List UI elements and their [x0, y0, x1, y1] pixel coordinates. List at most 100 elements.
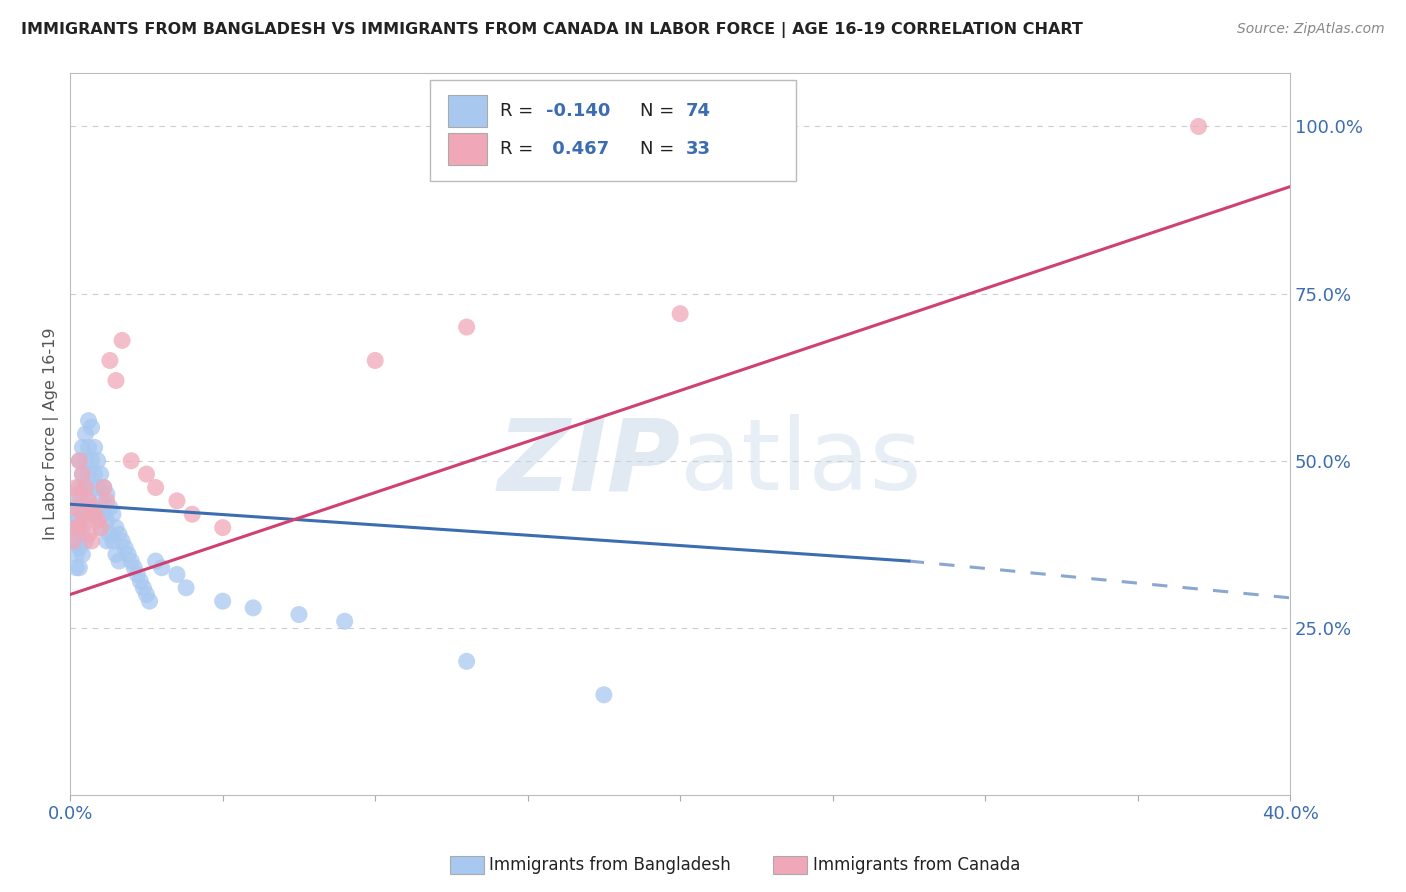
Point [104, 374, 127, 388]
Point [86, 454, 108, 468]
Text: R =: R = [499, 140, 538, 158]
Point [72, 467, 94, 482]
Point [90, 494, 112, 508]
Point [72, 494, 94, 508]
Point [104, 547, 127, 561]
Point [86, 508, 108, 522]
Text: Immigrants from Canada: Immigrants from Canada [813, 856, 1019, 874]
Point [104, 521, 127, 535]
Point [98, 500, 121, 515]
Point [67, 541, 90, 555]
Point [75, 481, 97, 495]
Point [242, 600, 264, 615]
Point [80, 500, 103, 515]
Point [138, 594, 160, 608]
Point [83, 500, 105, 515]
Point [98, 353, 121, 368]
Point [67, 500, 90, 515]
Point [90, 521, 112, 535]
Point [101, 533, 124, 548]
Point [108, 554, 131, 568]
Point [96, 533, 118, 548]
Point [65, 494, 87, 508]
FancyBboxPatch shape [449, 95, 488, 128]
Point [150, 560, 173, 574]
Point [117, 547, 139, 561]
Text: N =: N = [640, 103, 681, 120]
Point [67, 481, 90, 495]
Point [67, 454, 90, 468]
Point [77, 414, 100, 428]
Point [77, 441, 100, 455]
Point [62, 521, 84, 535]
Point [62, 533, 84, 548]
Point [67, 521, 90, 535]
Point [80, 533, 103, 548]
Point [211, 594, 233, 608]
Point [72, 441, 94, 455]
Point [111, 334, 134, 348]
Point [77, 527, 100, 541]
Point [83, 467, 105, 482]
Point [174, 581, 197, 595]
Text: Immigrants from Bangladesh: Immigrants from Bangladesh [489, 856, 731, 874]
Point [67, 487, 90, 501]
Point [288, 607, 311, 622]
Point [456, 320, 478, 334]
Point [181, 508, 204, 522]
Point [96, 514, 118, 528]
Point [72, 521, 94, 535]
Point [96, 487, 118, 501]
Text: -0.140: -0.140 [546, 103, 610, 120]
Point [83, 508, 105, 522]
Point [93, 481, 115, 495]
Point [67, 521, 90, 535]
Point [120, 454, 142, 468]
Point [65, 481, 87, 495]
Text: 33: 33 [686, 140, 711, 158]
Point [83, 441, 105, 455]
Point [72, 467, 94, 482]
Point [86, 514, 108, 528]
Point [96, 494, 118, 508]
Point [111, 533, 134, 548]
Point [62, 500, 84, 515]
Text: N =: N = [640, 140, 681, 158]
Point [62, 533, 84, 548]
Point [77, 494, 100, 508]
Point [145, 481, 167, 495]
Point [72, 547, 94, 561]
Point [1187, 120, 1209, 134]
Point [669, 307, 692, 321]
Point [98, 527, 121, 541]
Point [593, 688, 616, 702]
Point [75, 427, 97, 442]
Point [65, 560, 87, 574]
FancyBboxPatch shape [449, 133, 488, 165]
Point [114, 541, 136, 555]
Text: R =: R = [499, 103, 538, 120]
Point [456, 654, 478, 668]
Point [65, 547, 87, 561]
Point [80, 508, 103, 522]
Point [62, 508, 84, 522]
Text: IMMIGRANTS FROM BANGLADESH VS IMMIGRANTS FROM CANADA IN LABOR FORCE | AGE 16-19 : IMMIGRANTS FROM BANGLADESH VS IMMIGRANTS… [21, 22, 1083, 38]
Point [77, 494, 100, 508]
Point [75, 481, 97, 495]
Point [80, 481, 103, 495]
Text: 74: 74 [686, 103, 711, 120]
Point [90, 467, 112, 482]
Point [145, 554, 167, 568]
Point [75, 533, 97, 548]
Point [364, 353, 387, 368]
Point [211, 521, 233, 535]
Point [135, 587, 157, 601]
FancyBboxPatch shape [430, 80, 796, 181]
Point [132, 581, 155, 595]
Point [72, 508, 94, 522]
Point [129, 574, 152, 588]
Text: Source: ZipAtlas.com: Source: ZipAtlas.com [1237, 22, 1385, 37]
Point [77, 467, 100, 482]
Point [86, 481, 108, 495]
Point [122, 560, 145, 574]
